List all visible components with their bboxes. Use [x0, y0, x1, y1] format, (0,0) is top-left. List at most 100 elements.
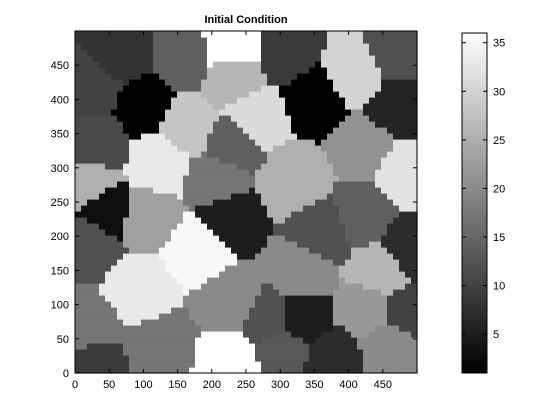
grain-cell [303, 49, 310, 56]
grain-cell [405, 313, 412, 320]
grain-cell [87, 49, 94, 56]
grain-cell [327, 61, 334, 68]
grain-cell [117, 337, 124, 344]
grain-cell [165, 235, 172, 242]
grain-cell [237, 91, 244, 98]
x-tick-label: 50 [103, 379, 115, 391]
grain-cell [153, 85, 160, 92]
grain-cell [249, 163, 256, 170]
grain-cell [189, 121, 196, 128]
grain-cell [87, 337, 94, 344]
grain-cell [105, 97, 112, 104]
grain-cell [237, 163, 244, 170]
grain-cell [189, 325, 196, 332]
grain-cell [363, 361, 370, 368]
grain-cell [129, 325, 136, 332]
grain-cell [375, 265, 382, 272]
grain-cell [321, 337, 328, 344]
grain-cell [87, 157, 94, 164]
grain-cell [225, 85, 232, 92]
grain-cell [315, 361, 322, 368]
grain-cell [207, 295, 214, 302]
grain-cell [285, 241, 292, 248]
grain-cell [159, 169, 166, 176]
grain-cell [309, 331, 316, 338]
grain-cell [123, 133, 130, 140]
grain-cell [363, 259, 370, 266]
grain-cell [165, 343, 172, 350]
grain-cell [177, 193, 184, 200]
grain-cell [147, 187, 154, 194]
grain-cell [117, 361, 124, 368]
grain-cell [165, 181, 172, 188]
grain-cell [195, 247, 202, 254]
grain-cell [237, 127, 244, 134]
grain-cell [99, 253, 106, 260]
grain-cell [189, 145, 196, 152]
grain-cell [411, 145, 418, 152]
grain-cell [309, 241, 316, 248]
grain-cell [411, 181, 418, 188]
grain-cell [105, 325, 112, 332]
grain-cell [195, 343, 202, 350]
grain-cell [249, 199, 256, 206]
grain-cell [237, 169, 244, 176]
grain-cell [159, 175, 166, 182]
grain-cell [135, 349, 142, 356]
grain-cell [381, 325, 388, 332]
grain-cell [315, 61, 322, 68]
grain-cell [363, 121, 370, 128]
grain-cell [267, 199, 274, 206]
grain-cell [93, 85, 100, 92]
grain-cell [249, 79, 256, 86]
grain-cell [129, 193, 136, 200]
grain-cell [357, 283, 364, 290]
grain-cell [147, 31, 154, 38]
grain-cell [153, 127, 160, 134]
grain-cell [309, 361, 316, 368]
grain-cell [375, 223, 382, 230]
grain-cell [345, 43, 352, 50]
grain-cell [261, 145, 268, 152]
grain-cell [279, 349, 286, 356]
grain-cell [369, 313, 376, 320]
grain-cell [357, 265, 364, 272]
grain-cell [105, 127, 112, 134]
grain-cell [111, 49, 118, 56]
grain-cell [369, 211, 376, 218]
grain-cell [87, 73, 94, 80]
grain-cell [393, 271, 400, 278]
grain-cell [297, 223, 304, 230]
grain-cell [345, 67, 352, 74]
grain-cell [105, 73, 112, 80]
grain-cell [261, 109, 268, 116]
grain-cell [369, 133, 376, 140]
grain-cell [387, 97, 394, 104]
grain-cell [243, 211, 250, 218]
grain-cell [123, 121, 130, 128]
grain-cell [285, 91, 292, 98]
grain-cell [135, 313, 142, 320]
grain-cell [213, 67, 220, 74]
grain-cell [351, 331, 358, 338]
grain-cell [303, 337, 310, 344]
grain-cell [405, 145, 412, 152]
grain-cell [411, 211, 418, 218]
grain-cell [285, 127, 292, 134]
grain-cell [357, 175, 364, 182]
grain-cell [105, 211, 112, 218]
grain-cell [213, 355, 220, 362]
grain-cell [339, 325, 346, 332]
grain-cell [159, 115, 166, 122]
grain-cell [351, 55, 358, 62]
grain-cell [153, 37, 160, 44]
grain-cell [237, 115, 244, 122]
grain-cell [411, 31, 418, 38]
grain-cell [195, 127, 202, 134]
grain-cell [129, 109, 136, 116]
grain-cell [369, 229, 376, 236]
grain-cell [249, 175, 256, 182]
grain-cell [303, 127, 310, 134]
grain-cell [273, 265, 280, 272]
grain-cell [183, 265, 190, 272]
